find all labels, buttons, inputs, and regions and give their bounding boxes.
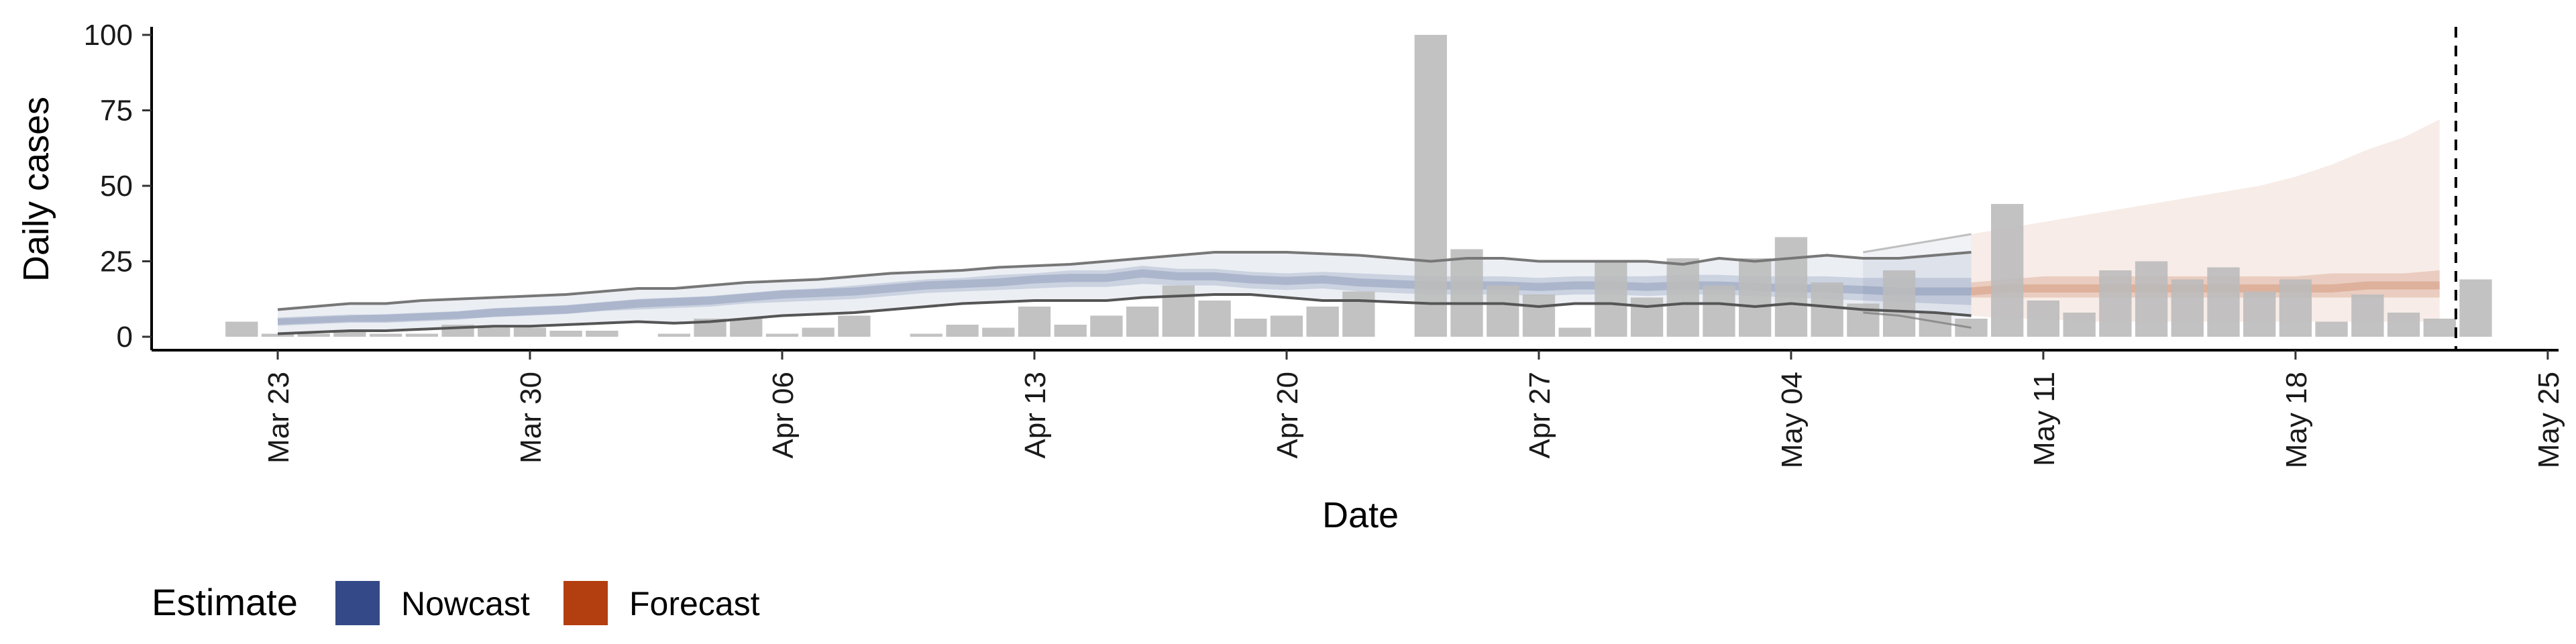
case-bar	[1487, 285, 1519, 337]
case-bar	[1414, 35, 1447, 337]
x-ticks: Mar 23 Mar 30 Apr 06 Apr 13 Apr 20 Apr 27 May …	[262, 350, 2565, 468]
case-bar	[1811, 282, 1843, 337]
case-bar	[513, 327, 547, 337]
case-bar	[2135, 261, 2168, 337]
case-bar	[405, 333, 438, 337]
y-tick-label: 75	[100, 95, 133, 127]
case-bar	[1739, 258, 1772, 337]
case-bar	[1558, 327, 1591, 337]
case-bar	[478, 327, 511, 337]
forecast-band-50	[1971, 270, 2440, 298]
case-bar	[2315, 321, 2348, 337]
case-bar	[1306, 307, 1339, 337]
x-tick-label: Apr 06	[767, 372, 800, 459]
case-bar	[1198, 301, 1231, 337]
case-bar	[1882, 270, 1916, 337]
y-axis-title: Daily cases	[16, 97, 56, 282]
case-bar	[657, 333, 690, 337]
case-bar	[333, 331, 366, 337]
nowcast-tail-lower-line	[1863, 311, 1972, 329]
x-tick-label: Apr 20	[1271, 372, 1304, 459]
y-tick-label: 100	[84, 19, 133, 52]
case-bar	[1162, 285, 1195, 337]
case-bar	[1703, 285, 1735, 337]
case-bar	[1270, 315, 1303, 337]
x-tick-label: Apr 27	[1523, 372, 1556, 459]
case-bar	[2243, 291, 2276, 337]
x-tick-label: May 11	[2028, 372, 2061, 466]
case-bar	[549, 331, 582, 337]
y-ticks: 0 25 50 75 100	[84, 19, 152, 354]
case-bar	[2171, 279, 2204, 337]
estimate-lines	[277, 233, 1972, 335]
nowcast-band-50	[278, 266, 1972, 325]
case-bar	[1018, 307, 1051, 337]
x-tick-label: May 18	[2280, 372, 2313, 468]
case-bar	[1595, 261, 1627, 337]
case-bar	[297, 333, 330, 337]
case-bar	[802, 327, 835, 337]
case-bar	[838, 315, 871, 337]
x-tick-label: May 25	[2532, 372, 2565, 468]
estimate-bands	[277, 119, 2440, 334]
case-bar	[765, 333, 799, 337]
case-bar	[586, 331, 619, 337]
forecast-band-90	[1971, 119, 2440, 322]
case-bar	[982, 327, 1015, 337]
case-bar	[1054, 325, 1087, 337]
case-bar	[2099, 270, 2132, 337]
x-tick-label: Mar 23	[262, 372, 295, 464]
y-tick-label: 50	[100, 170, 133, 203]
case-bar	[2423, 319, 2456, 337]
case-bar	[2387, 313, 2420, 337]
case-bar	[1666, 258, 1699, 337]
legend-swatch-nowcast	[335, 581, 380, 625]
case-bar	[1090, 315, 1123, 337]
case-bar	[1450, 249, 1483, 337]
case-bar	[225, 321, 258, 337]
x-tick-label: Apr 13	[1019, 372, 1052, 459]
legend-label-forecast: Forecast	[629, 585, 760, 623]
case-bar	[1342, 291, 1375, 337]
nowcast-lower-line	[277, 293, 1972, 335]
x-axis-title: Date	[1322, 495, 1399, 535]
case-bar	[261, 333, 294, 337]
reported-case-bars	[225, 35, 2492, 337]
case-bar	[2459, 279, 2492, 337]
case-bar	[910, 333, 943, 337]
case-bar	[1126, 307, 1159, 337]
case-bar	[2027, 301, 2059, 337]
case-bar	[1774, 237, 1808, 337]
case-bar	[730, 319, 763, 337]
case-bar	[370, 333, 402, 337]
case-bar	[2351, 294, 2384, 337]
legend-swatch-forecast	[564, 581, 608, 625]
case-bar	[2279, 279, 2312, 337]
case-bar	[946, 325, 979, 337]
x-tick-label: May 04	[1776, 372, 1809, 468]
x-tick-label: Mar 30	[515, 372, 547, 464]
case-bar	[2063, 313, 2096, 337]
case-bar	[1919, 313, 1951, 337]
nowcast-upper-line	[277, 251, 1972, 311]
y-tick-label: 0	[117, 321, 133, 354]
case-bar	[1522, 294, 1556, 337]
case-bar	[2207, 267, 2240, 337]
nowcast-tail-upper-line	[1863, 233, 1972, 254]
case-bar	[1630, 297, 1664, 337]
legend: Estimate Nowcast Forecast	[152, 581, 760, 625]
legend-label-nowcast: Nowcast	[401, 585, 530, 623]
case-bar	[1991, 204, 2024, 337]
forecast-median-line	[1970, 281, 2440, 296]
axes	[150, 27, 2559, 352]
y-tick-label: 25	[100, 246, 133, 278]
nowcast-band-90	[278, 252, 1972, 334]
legend-title: Estimate	[152, 581, 298, 623]
case-bar	[1234, 319, 1267, 337]
